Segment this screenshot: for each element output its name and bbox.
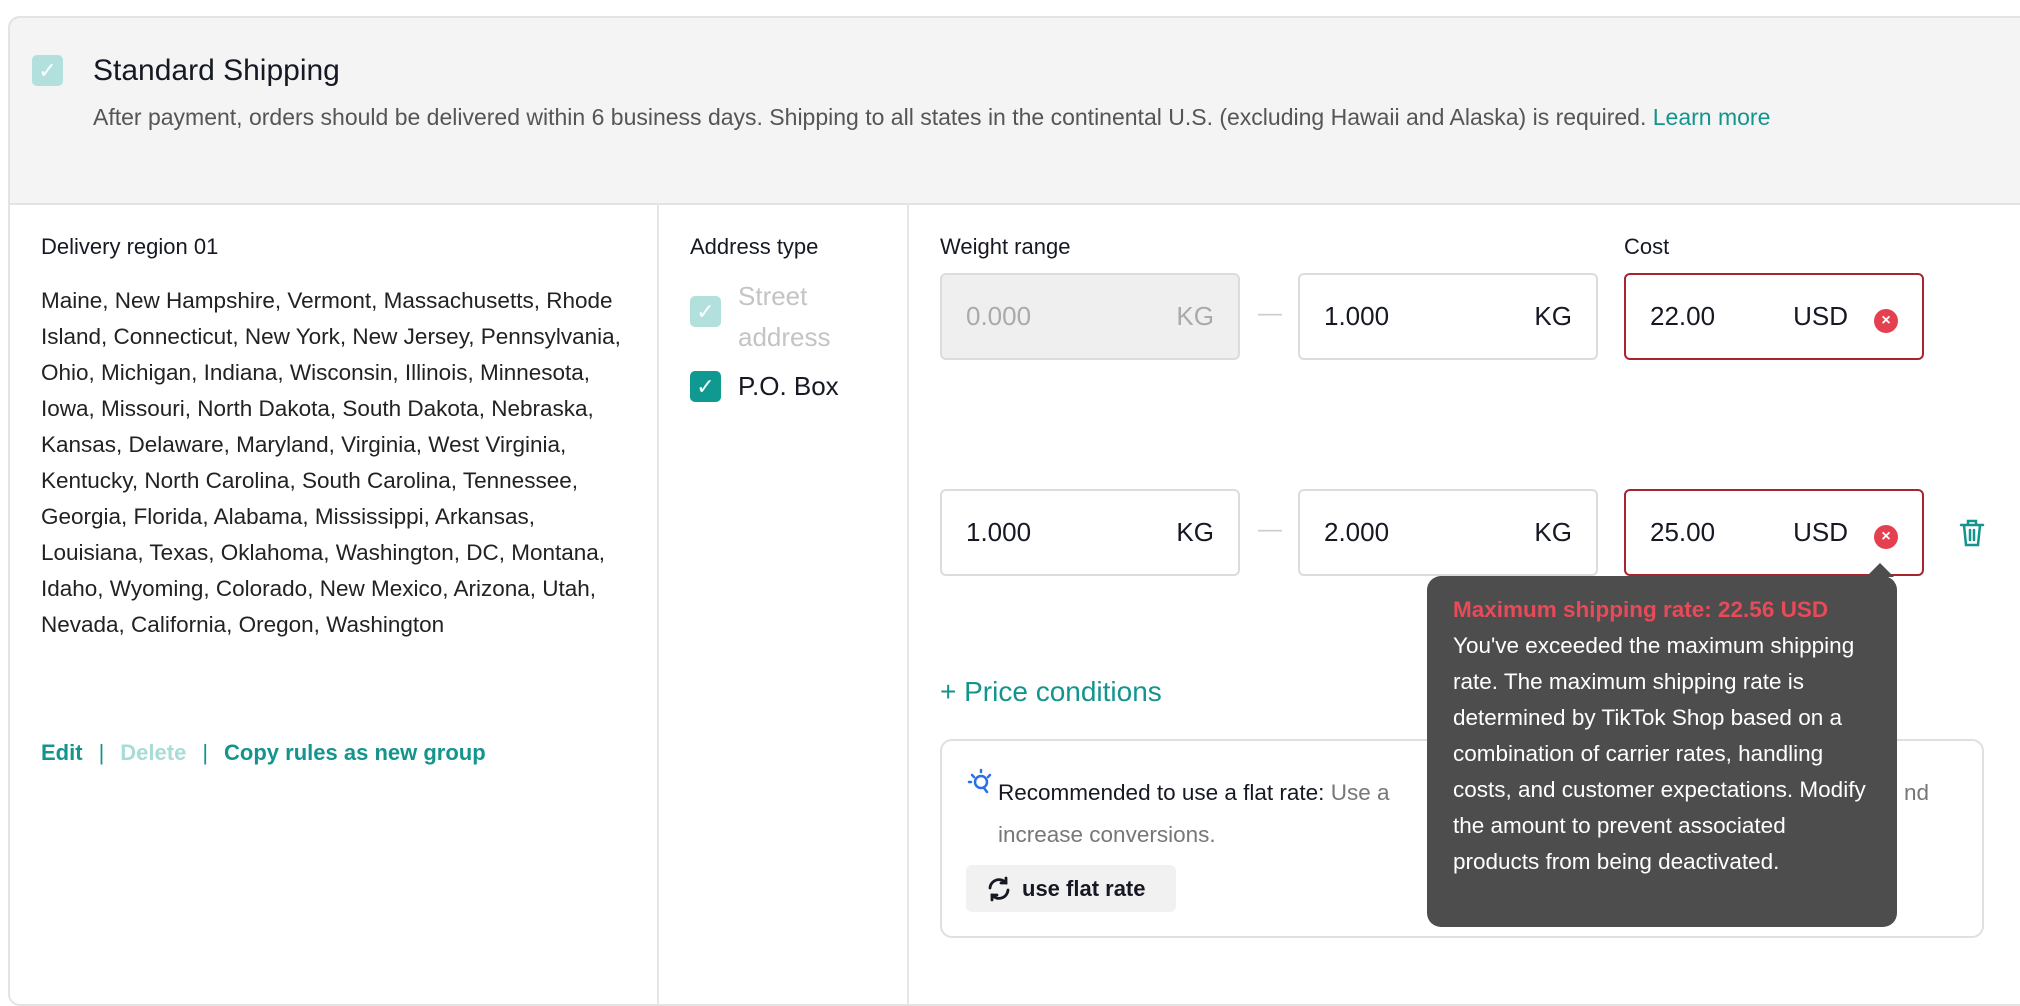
tooltip-arrow — [1866, 563, 1894, 577]
cost-value: 25.00 — [1650, 517, 1716, 547]
cost-value: 22.00 — [1650, 301, 1716, 331]
weight-to-value: 1.000 — [1324, 301, 1390, 331]
region-actions: Edit | Delete | Copy rules as new group — [41, 740, 486, 766]
standard-shipping-checkbox[interactable]: ✓ — [32, 55, 63, 86]
description-text: After payment, orders should be delivere… — [93, 104, 1647, 130]
weight-from-value: 1.000 — [966, 517, 1032, 547]
price-conditions-button[interactable]: + Price conditions — [940, 676, 1162, 707]
recommendation-title: Recommended to use a flat rate: — [998, 780, 1325, 805]
learn-more-link[interactable]: Learn more — [1652, 104, 1771, 130]
po-box-label: P.O. Box — [738, 371, 839, 401]
weight-to-input[interactable]: 1.000 KG — [1298, 273, 1598, 360]
range-dash: — — [1258, 516, 1282, 543]
street-address-checkbox[interactable]: ✓ — [690, 296, 721, 327]
weight-range-label: Weight range — [940, 234, 1071, 259]
use-flat-rate-label: use flat rate — [1022, 875, 1146, 901]
weight-from-value: 0.000 — [966, 301, 1032, 331]
range-dash: — — [1258, 300, 1282, 327]
error-icon: × — [1874, 524, 1898, 549]
cost-input[interactable]: 25.00 USD × — [1624, 489, 1924, 576]
currency-label: USD — [1793, 300, 1848, 331]
unit-label: KG — [1534, 517, 1572, 547]
recommendation-text: Recommended to use a flat rate: Use a inc… — [998, 772, 1389, 856]
weight-from-input: 0.000 KG — [940, 273, 1240, 360]
cost-label: Cost — [1624, 234, 1670, 259]
tooltip-title: Maximum shipping rate: 22.56 USD — [1453, 597, 1829, 622]
unit-label: KG — [1534, 301, 1572, 331]
recommendation-description: Use a — [1330, 780, 1390, 805]
use-flat-rate-button[interactable]: use flat rate — [966, 865, 1176, 912]
max-rate-tooltip: Maximum shipping rate: 22.56 USD You've … — [1427, 576, 1897, 927]
error-icon: × — [1874, 308, 1898, 333]
shipping-title: Standard Shipping — [93, 54, 340, 87]
refresh-icon — [988, 876, 1010, 901]
separator: | — [98, 740, 105, 765]
recommendation-description-tail: nd — [1904, 780, 1930, 805]
weight-from-input[interactable]: 1.000 KG — [940, 489, 1240, 576]
unit-label: KG — [1176, 517, 1214, 547]
check-icon: ✓ — [696, 298, 715, 324]
unit-label: KG — [1176, 301, 1214, 331]
check-icon: ✓ — [38, 57, 57, 83]
region-states: Maine, New Hampshire, Vermont, Massachus… — [41, 288, 621, 637]
edit-link[interactable]: Edit — [41, 740, 83, 765]
street-address-label: Street address — [738, 281, 831, 352]
delete-link[interactable]: Delete — [120, 740, 187, 765]
po-box-checkbox[interactable]: ✓ — [690, 371, 721, 402]
weight-to-value: 2.000 — [1324, 517, 1390, 547]
column-divider — [907, 204, 909, 1004]
address-type-label: Address type — [690, 234, 819, 259]
currency-label: USD — [1793, 516, 1848, 547]
region-title: Delivery region 01 — [41, 234, 219, 259]
trash-icon[interactable] — [1958, 518, 1986, 548]
cost-input[interactable]: 22.00 USD × — [1624, 273, 1924, 360]
column-divider — [657, 204, 659, 1004]
tooltip-body: You've exceeded the maximum shipping rat… — [1453, 633, 1866, 874]
copy-rules-link[interactable]: Copy rules as new group — [224, 740, 486, 765]
check-icon: ✓ — [696, 373, 715, 399]
shipping-header — [8, 16, 2020, 205]
weight-to-input[interactable]: 2.000 KG — [1298, 489, 1598, 576]
shipping-description: After payment, orders should be delivere… — [93, 104, 1770, 131]
recommendation-description-line2: increase conversions. — [998, 822, 1216, 847]
lightbulb-icon — [967, 768, 992, 794]
separator: | — [202, 740, 209, 765]
